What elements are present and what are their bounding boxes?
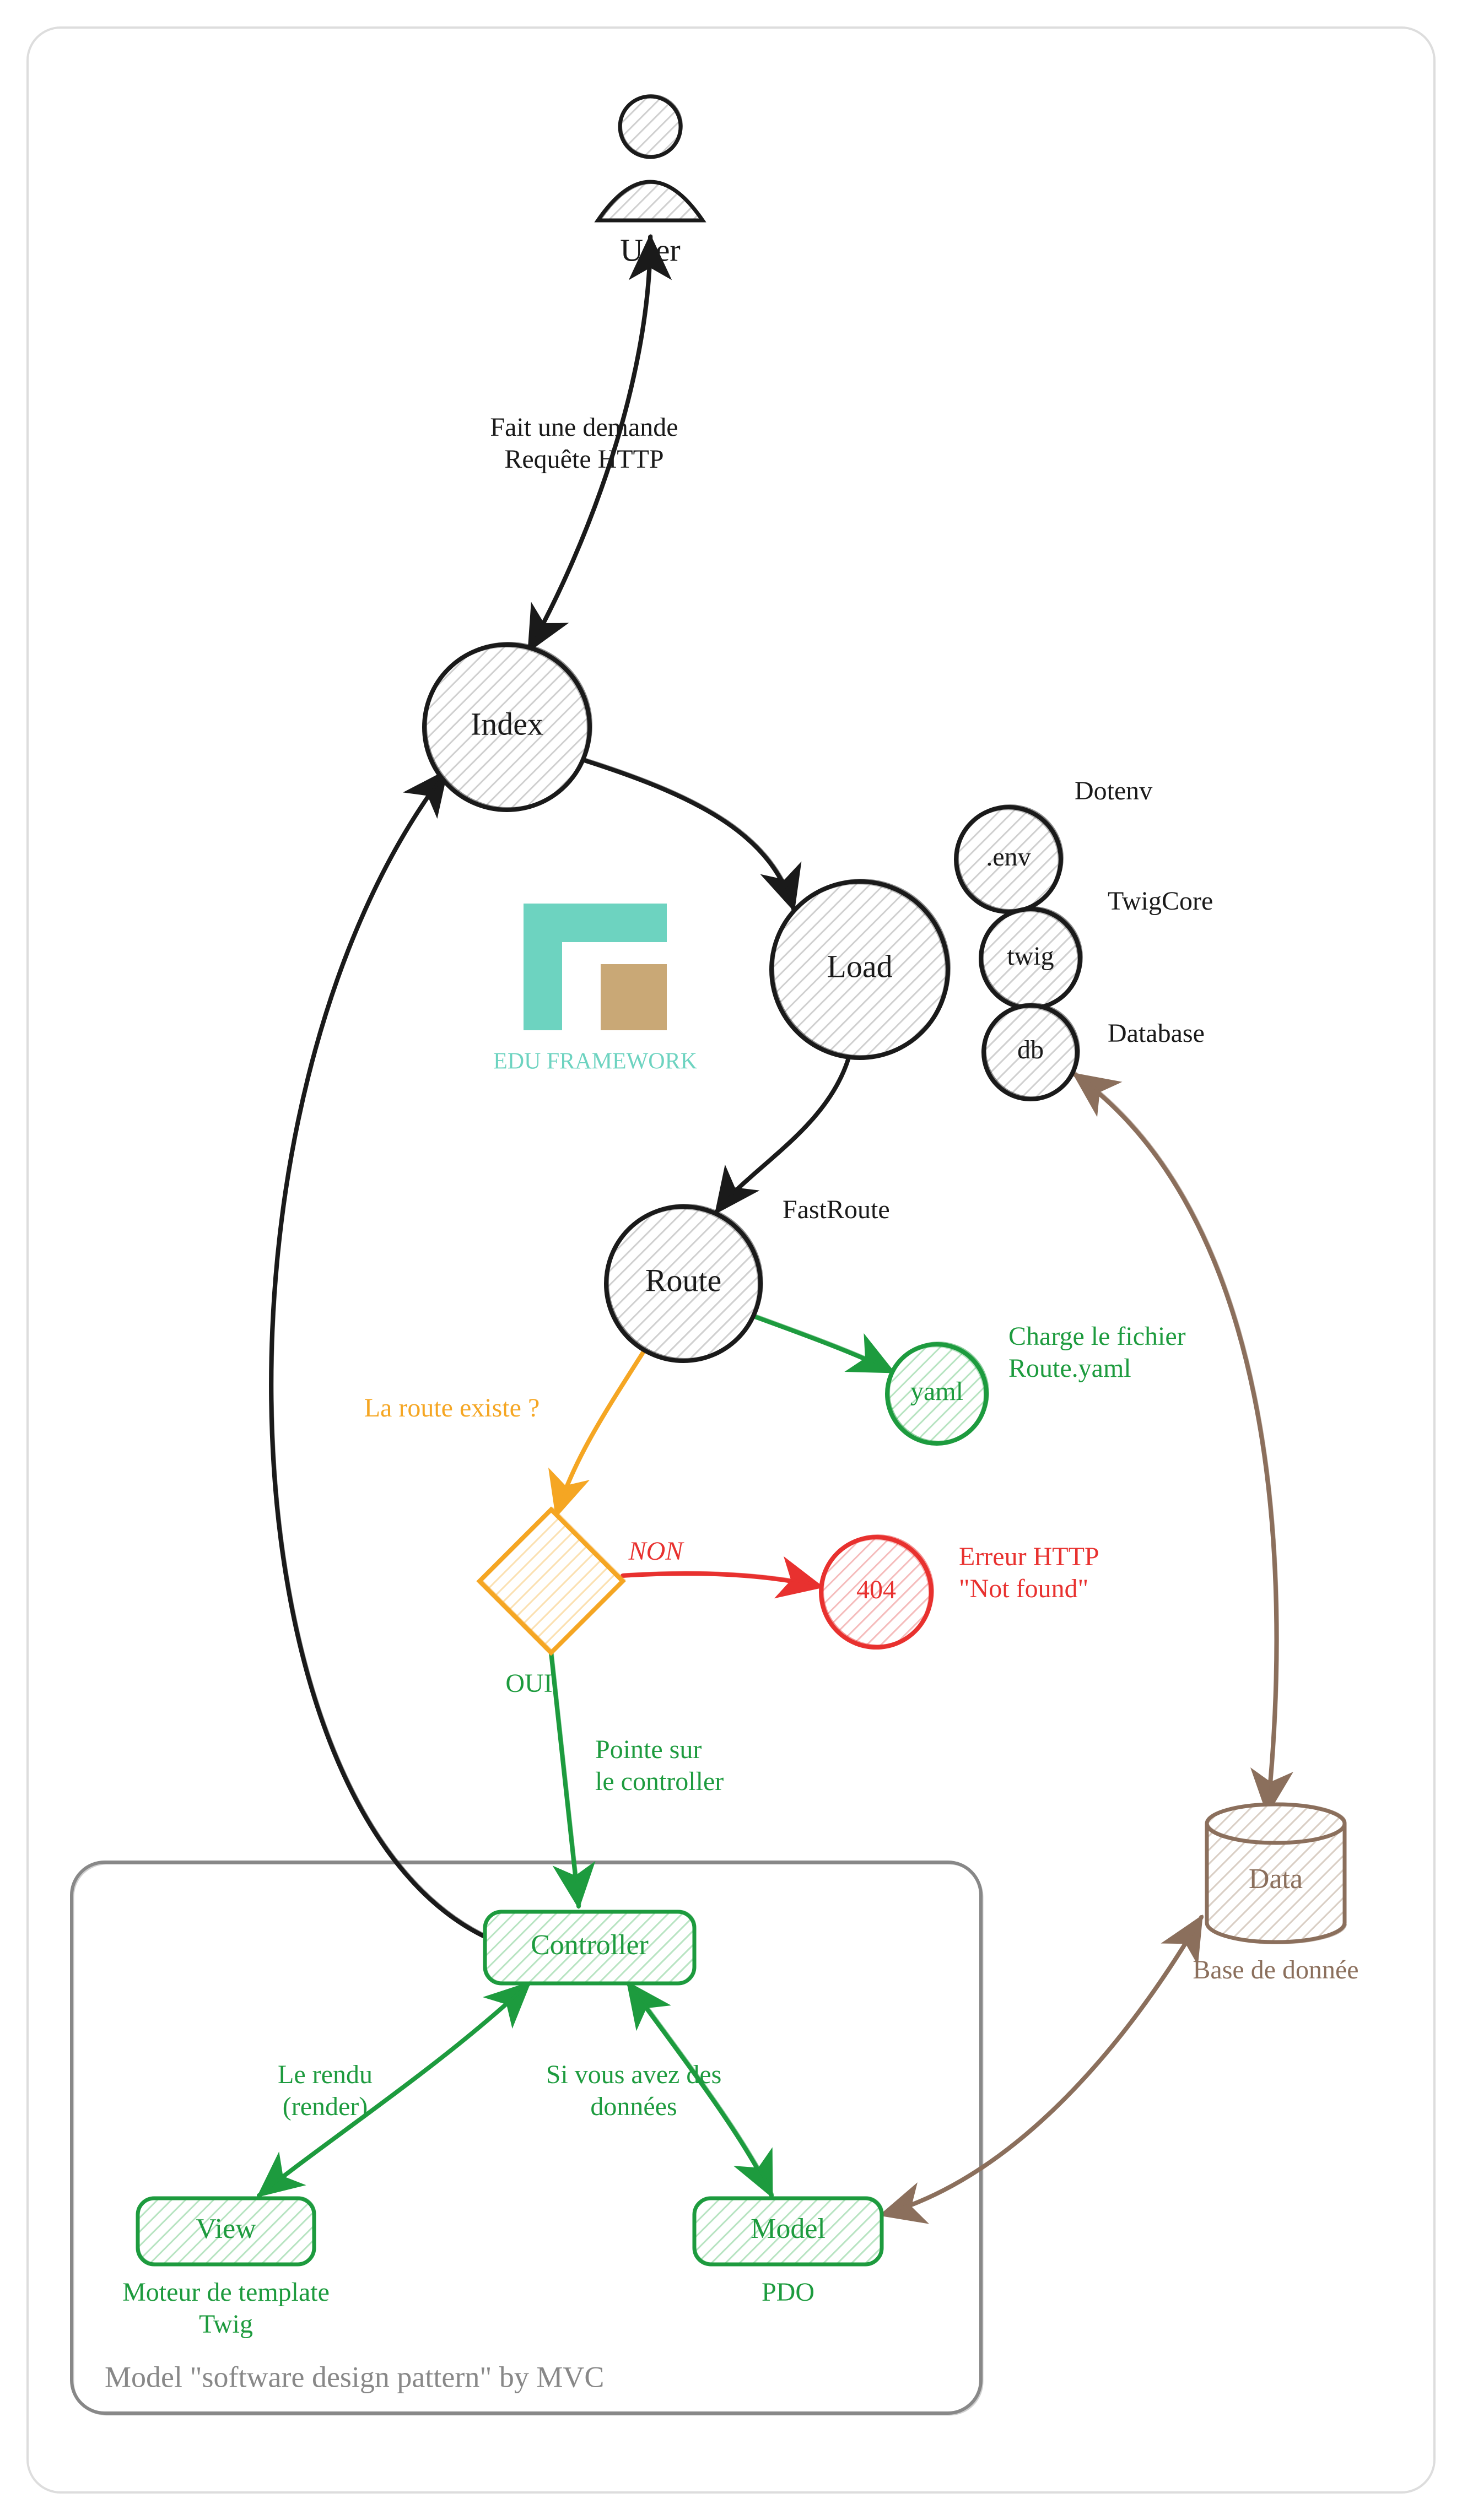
svg-text:FastRoute: FastRoute <box>783 1195 890 1224</box>
edge-model-data <box>882 1917 1201 2215</box>
edge-route-yaml <box>755 1317 893 1372</box>
svg-text:Route: Route <box>645 1262 722 1298</box>
svg-text:PDO: PDO <box>762 2278 814 2307</box>
edge-controller-model <box>628 1983 772 2195</box>
svg-text:Index: Index <box>471 706 543 742</box>
svg-text:db: db <box>1017 1035 1044 1064</box>
edge-route-decision <box>557 1350 645 1515</box>
svg-text:User: User <box>620 232 681 268</box>
node-decision <box>479 1508 624 1653</box>
svg-text:Controller: Controller <box>531 1929 649 1961</box>
edge-user-index <box>529 237 650 650</box>
svg-text:yaml: yaml <box>910 1377 963 1406</box>
svg-text:Twig: Twig <box>199 2310 253 2339</box>
svg-text:Le rendu: Le rendu <box>278 2060 373 2089</box>
svg-text:OUI: OUI <box>505 1669 552 1698</box>
svg-text:La route existe ?: La route existe ? <box>364 1393 540 1423</box>
svg-text:Dotenv: Dotenv <box>1075 776 1152 805</box>
svg-text:Erreur HTTP: Erreur HTTP <box>959 1542 1099 1571</box>
svg-text:le controller: le controller <box>595 1767 724 1796</box>
svg-text:Requête HTTP: Requête HTTP <box>504 445 663 474</box>
svg-text:Charge le fichier: Charge le fichier <box>1008 1322 1186 1351</box>
svg-text:EDU FRAMEWORK: EDU FRAMEWORK <box>493 1049 697 1074</box>
edge-index-load <box>584 760 794 909</box>
svg-text:Database: Database <box>1108 1019 1205 1048</box>
svg-text:Model "software design pattern: Model "software design pattern" by MVC <box>105 2360 604 2393</box>
edge-controller-index <box>271 771 490 1939</box>
svg-text:Moteur de template: Moteur de template <box>122 2278 330 2307</box>
svg-text:404: 404 <box>856 1575 896 1604</box>
svg-text:TwigCore: TwigCore <box>1108 886 1213 916</box>
svg-text:View: View <box>196 2213 256 2245</box>
svg-text:données: données <box>590 2092 677 2121</box>
svg-text:.env: .env <box>986 842 1031 872</box>
svg-text:twig: twig <box>1007 942 1054 971</box>
svg-text:Si vous avez des: Si vous avez des <box>546 2060 722 2089</box>
svg-text:Fait une demande: Fait une demande <box>490 413 678 442</box>
svg-text:Pointe sur: Pointe sur <box>595 1735 702 1764</box>
edge-load-data <box>1075 1074 1276 1813</box>
svg-text:"Not found": "Not found" <box>959 1574 1088 1603</box>
node-user <box>598 95 704 221</box>
svg-text:Route.yaml: Route.yaml <box>1008 1354 1131 1383</box>
svg-text:Base de donnée: Base de donnée <box>1193 1955 1358 1984</box>
svg-text:Model: Model <box>751 2213 826 2245</box>
diagram-canvas: Model "software design pattern" by MVC ED… <box>0 0 1462 2520</box>
svg-text:NON: NON <box>628 1537 685 1566</box>
svg-text:Data: Data <box>1249 1863 1303 1895</box>
svg-text:Load: Load <box>827 948 892 984</box>
svg-text:(render): (render) <box>283 2092 368 2121</box>
